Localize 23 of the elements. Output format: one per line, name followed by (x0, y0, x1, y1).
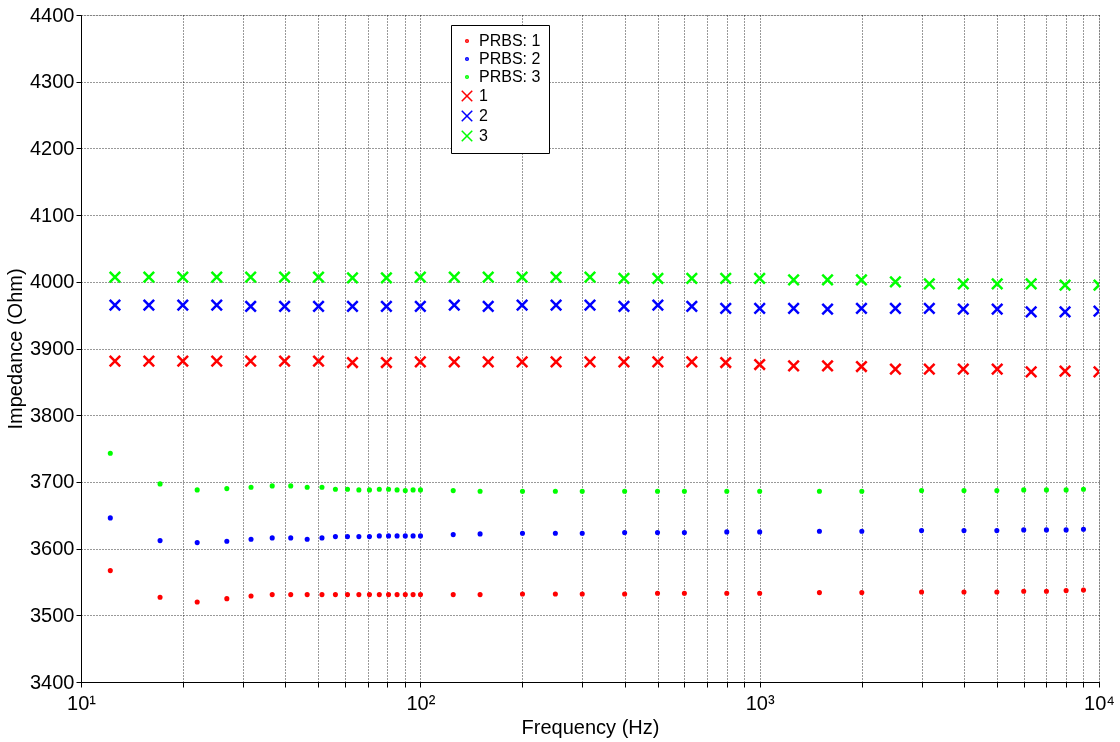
y-tick-label: 3600 (30, 537, 75, 560)
y-tick-label: 3500 (30, 603, 75, 626)
legend-label: 3 (479, 127, 488, 144)
y-axis-title: Impedance (Ohm) (4, 268, 27, 430)
legend-label: 2 (479, 107, 488, 124)
y-tick-label: 4100 (30, 203, 75, 226)
legend-label: 1 (479, 87, 488, 104)
y-tick-label: 4000 (30, 270, 75, 293)
x-axis-title: Frequency (Hz) (521, 715, 660, 738)
y-tick-label: 4300 (30, 70, 75, 93)
x-tick-label: 10¹ (67, 691, 97, 714)
x-tick-label: 10⁴ (1084, 691, 1115, 714)
legend-label: PRBS: 1 (479, 32, 541, 49)
y-tick-label: 3700 (30, 470, 75, 493)
y-tick-label: 4400 (30, 3, 75, 26)
x-tick-label: 10³ (745, 691, 775, 714)
y-tick-label: 3400 (30, 670, 75, 693)
legend-label: PRBS: 3 (479, 68, 541, 85)
legend-label: PRBS: 2 (479, 50, 541, 67)
x-tick-label: 10² (406, 691, 436, 714)
y-tick-label: 3800 (30, 403, 75, 426)
y-tick-label: 4200 (30, 136, 75, 159)
y-tick-label: 3900 (30, 337, 75, 359)
